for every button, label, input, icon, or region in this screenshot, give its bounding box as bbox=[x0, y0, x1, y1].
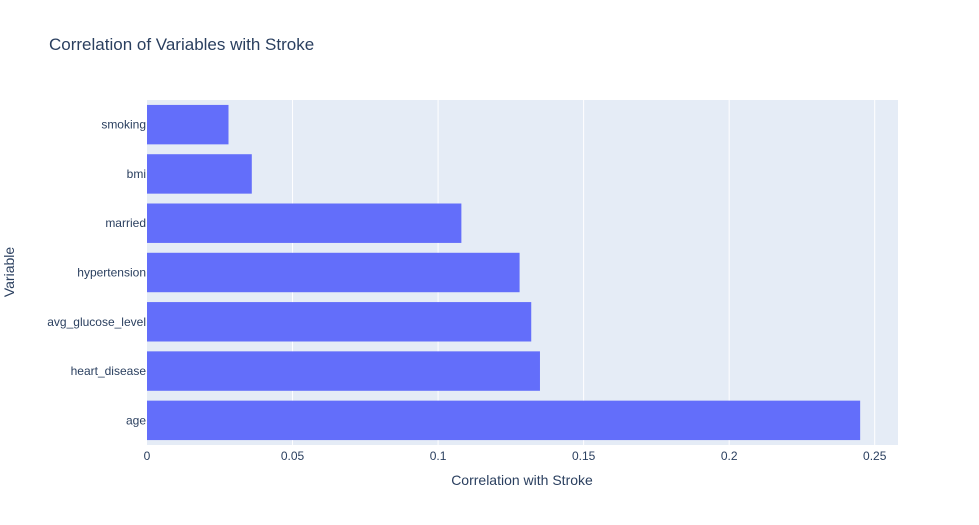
y-tick-label: bmi bbox=[127, 167, 146, 181]
y-tick-label: married bbox=[105, 216, 146, 230]
bar-avg-glucose-level bbox=[147, 302, 532, 342]
bar-married bbox=[147, 203, 462, 243]
x-tick-label: 0.15 bbox=[572, 449, 596, 463]
bar-smoking bbox=[147, 104, 229, 145]
bars bbox=[147, 104, 861, 441]
x-tick-label: 0.25 bbox=[863, 449, 887, 463]
y-tick-label: hypertension bbox=[77, 266, 146, 280]
y-tick-label: heart_disease bbox=[71, 364, 147, 378]
y-tick-label: avg_glucose_level bbox=[47, 315, 146, 329]
bar-bmi bbox=[147, 154, 252, 194]
y-axis-title: Variable bbox=[1, 247, 17, 298]
bar-age bbox=[147, 400, 861, 441]
y-tick-label: age bbox=[126, 413, 146, 427]
x-axis-title: Correlation with Stroke bbox=[451, 472, 593, 488]
bar-heart-disease bbox=[147, 351, 540, 391]
bar-hypertension bbox=[147, 252, 520, 293]
chart-title: Correlation of Variables with Stroke bbox=[49, 35, 314, 54]
y-tick-labels: age heart_disease avg_glucose_level hyperte… bbox=[47, 118, 146, 428]
x-tick-label: 0.05 bbox=[281, 449, 305, 463]
y-tick-label: smoking bbox=[101, 118, 146, 132]
x-tick-label: 0.2 bbox=[721, 449, 738, 463]
x-tick-label: 0.1 bbox=[430, 449, 447, 463]
x-tick-labels: 0 0.05 0.1 0.15 0.2 0.25 bbox=[144, 449, 887, 463]
x-tick-label: 0 bbox=[144, 449, 151, 463]
